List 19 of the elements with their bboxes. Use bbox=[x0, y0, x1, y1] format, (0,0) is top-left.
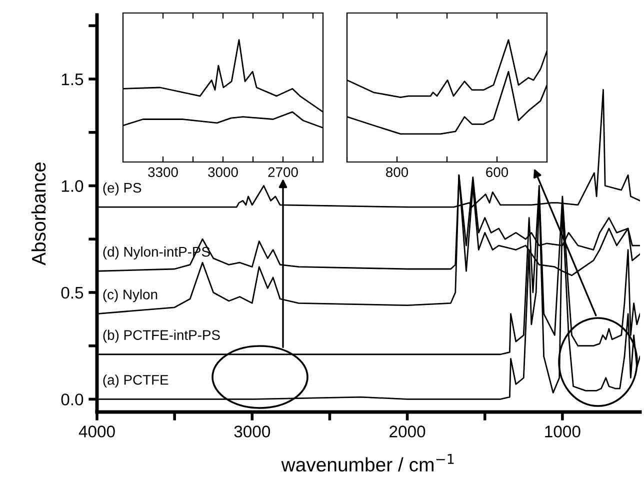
x-tick-label: 3300 bbox=[148, 167, 178, 178]
series-label: (a) PCTFE bbox=[103, 374, 168, 388]
y-tick-label: 1.0 bbox=[62, 180, 84, 192]
x-tick-label: 800 bbox=[386, 167, 408, 178]
y-tick-label: 1.5 bbox=[62, 74, 84, 86]
y-tick-label: 0.5 bbox=[61, 286, 84, 299]
x-tick-label: 1000 bbox=[545, 426, 580, 438]
x-tick-label: 600 bbox=[486, 167, 508, 178]
y-tick-label: 0.0 bbox=[61, 394, 84, 406]
y-axis-title: Absorbance bbox=[31, 162, 46, 266]
x-tick-label: 4000 bbox=[78, 426, 115, 438]
series-label: (b) PCTFE-intP-PS bbox=[103, 330, 220, 343]
series-label: (e) PS bbox=[103, 182, 142, 196]
x-tick-label: 3000 bbox=[234, 426, 270, 438]
x-axis-title: wavenumber / cm$^{−1}$ bbox=[281, 454, 454, 472]
x-tick-label: 2700 bbox=[268, 167, 298, 178]
x-tick-label: 2000 bbox=[390, 426, 426, 438]
x-tick-label: 3000 bbox=[208, 167, 238, 178]
series-label: (c) Nylon bbox=[103, 289, 158, 302]
